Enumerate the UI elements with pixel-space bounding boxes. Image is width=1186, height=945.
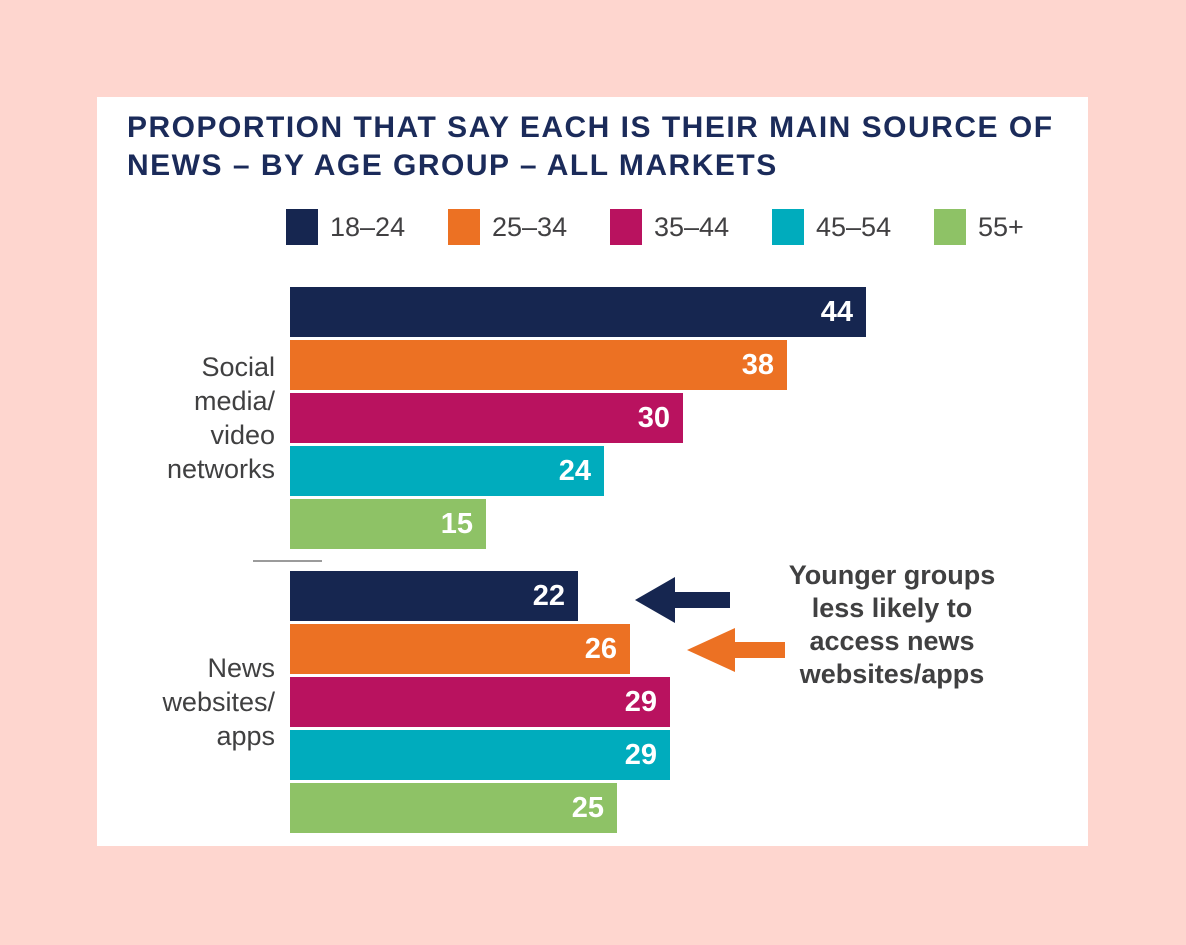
navy-left-arrow-shape bbox=[635, 577, 730, 623]
annotation-text: Younger groups less likely to access new… bbox=[783, 559, 1001, 691]
bar-25-34-News-websites-apps: 26 bbox=[290, 624, 630, 674]
annotation-line: access news bbox=[809, 626, 975, 656]
legend-label-35-44: 35–44 bbox=[654, 211, 730, 242]
legend-item-55plus: 55+ bbox=[934, 209, 1088, 245]
chart-title: PROPORTION THAT SAY EACH IS THEIR MAIN S… bbox=[127, 109, 1054, 185]
category-label-line: video bbox=[210, 420, 275, 450]
category-label-social-media: Social media/ video networks bbox=[97, 350, 275, 486]
legend-label-55plus: 55+ bbox=[978, 211, 1024, 242]
chart-title-line-2: NEWS – BY AGE GROUP – ALL MARKETS bbox=[127, 149, 778, 182]
legend-swatch-18-24 bbox=[286, 209, 318, 245]
legend: 18–24 25–34 35–44 45–54 55+ bbox=[286, 209, 1088, 245]
category-label-line: media/ bbox=[193, 386, 275, 416]
legend-swatch-35-44 bbox=[610, 209, 642, 245]
bar-value-label: 25 bbox=[571, 791, 604, 824]
annotation-line: Younger groups bbox=[788, 560, 996, 590]
bar-35-44-News-websites-apps: 29 bbox=[290, 677, 670, 727]
bar-group-news-websites: News websites/ apps 22 26 29 29 25 bbox=[97, 571, 1088, 833]
legend-label-45-54: 45–54 bbox=[816, 211, 892, 242]
legend-label-25-34: 25–34 bbox=[492, 211, 568, 242]
legend-item-45-54: 45–54 bbox=[772, 209, 934, 245]
group-separator-line bbox=[253, 560, 322, 562]
bar-45-54-News-websites-apps: 29 bbox=[290, 730, 670, 780]
category-label-line: News bbox=[207, 653, 275, 683]
legend-swatch-55plus bbox=[934, 209, 966, 245]
bars-news-websites: 22 26 29 29 25 bbox=[290, 571, 670, 836]
bar-25-34-Social-media-video-networks: 38 bbox=[290, 340, 787, 390]
navy-left-arrow-icon bbox=[635, 577, 730, 623]
bar-value-label: 22 bbox=[532, 579, 565, 612]
bars-social-media: 44 38 30 24 15 bbox=[290, 287, 866, 552]
bar-value-label: 30 bbox=[637, 401, 670, 434]
legend-swatch-25-34 bbox=[448, 209, 480, 245]
bar-value-label: 24 bbox=[558, 454, 591, 487]
orange-left-arrow-shape bbox=[687, 628, 785, 672]
legend-item-18-24: 18–24 bbox=[286, 209, 448, 245]
chart-card: PROPORTION THAT SAY EACH IS THEIR MAIN S… bbox=[97, 97, 1088, 846]
bar-55plus-Social-media-video-networks: 15 bbox=[290, 499, 486, 549]
chart-title-line-1: PROPORTION THAT SAY EACH IS THEIR MAIN S… bbox=[127, 111, 1054, 144]
bar-value-label: 26 bbox=[584, 632, 617, 665]
bar-18-24-Social-media-video-networks: 44 bbox=[290, 287, 866, 337]
bar-value-label: 29 bbox=[624, 685, 657, 718]
category-label-line: websites/ bbox=[162, 687, 275, 717]
orange-left-arrow-icon bbox=[687, 628, 785, 672]
category-label-line: apps bbox=[216, 721, 275, 751]
legend-item-35-44: 35–44 bbox=[610, 209, 772, 245]
legend-item-25-34: 25–34 bbox=[448, 209, 610, 245]
bar-18-24-News-websites-apps: 22 bbox=[290, 571, 578, 621]
category-label-line: Social bbox=[201, 352, 275, 382]
annotation-line: websites/apps bbox=[799, 659, 985, 689]
bar-value-label: 15 bbox=[440, 507, 473, 540]
bar-group-social-media: Social media/ video networks 44 38 30 24 15 bbox=[97, 287, 1088, 549]
bar-45-54-Social-media-video-networks: 24 bbox=[290, 446, 604, 496]
legend-swatch-45-54 bbox=[772, 209, 804, 245]
bar-55plus-News-websites-apps: 25 bbox=[290, 783, 617, 833]
annotation-line: less likely to bbox=[811, 593, 973, 623]
bar-value-label: 29 bbox=[624, 738, 657, 771]
bar-value-label: 38 bbox=[741, 348, 774, 381]
bar-35-44-Social-media-video-networks: 30 bbox=[290, 393, 683, 443]
legend-label-18-24: 18–24 bbox=[330, 211, 406, 242]
bar-value-label: 44 bbox=[820, 295, 853, 328]
category-label-news-websites: News websites/ apps bbox=[97, 651, 275, 753]
category-label-line: networks bbox=[166, 454, 275, 484]
